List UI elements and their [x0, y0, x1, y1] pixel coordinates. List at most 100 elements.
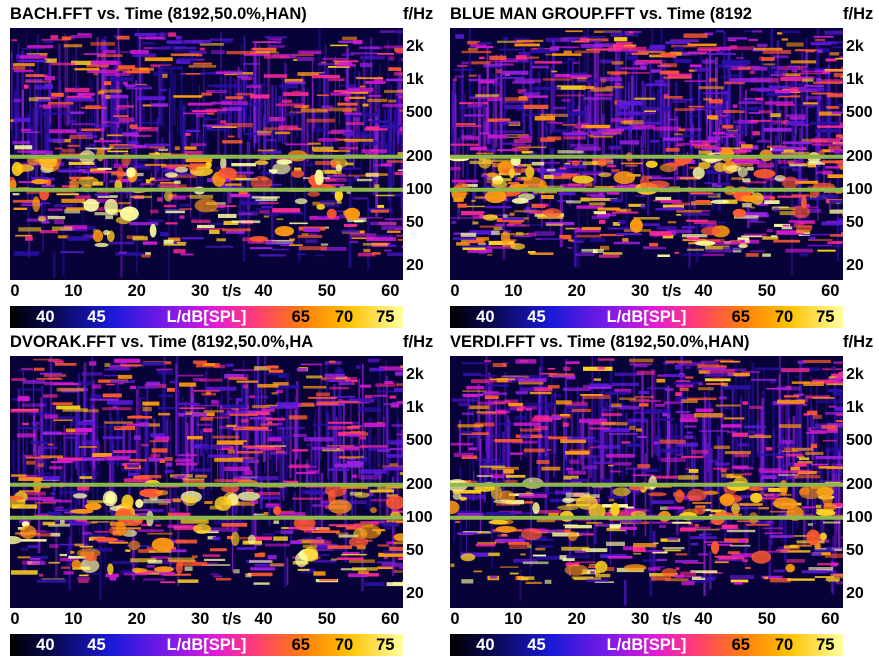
x-tick-label: 50: [757, 282, 777, 300]
y-tick-label: 500: [846, 104, 873, 122]
y-tick-label: 200: [406, 475, 433, 493]
colorbar-title: L/dB[SPL]: [606, 308, 687, 326]
colorbar-tick-label: 70: [774, 636, 794, 654]
y-tick-label: 1k: [406, 399, 424, 417]
x-tick-label: 30: [190, 282, 210, 300]
y-tick-label: 2k: [406, 38, 424, 56]
y-tick-label: 2k: [846, 366, 864, 384]
spectrogram-plot: [10, 356, 403, 608]
y-tick-label: 500: [406, 432, 433, 450]
y-tick-label: 20: [406, 257, 424, 275]
spectrogram-panel: VERDI.FFT vs. Time (8192,50.0%,HAN) f/Hz 2…: [440, 328, 879, 656]
y-axis-label: f/Hz: [403, 5, 434, 23]
y-tick-label: 500: [406, 104, 433, 122]
y-tick-label: 100: [846, 508, 873, 526]
y-tick-label: 50: [406, 213, 424, 231]
colorbar-tick-label: 75: [376, 636, 395, 654]
colorbar-tick-label: 75: [376, 308, 395, 326]
spectrogram-texture: [450, 28, 843, 275]
x-tick-label: 40: [254, 610, 273, 628]
x-tick-label: 10: [504, 610, 523, 628]
x-tick-label: 10: [504, 282, 523, 300]
x-tick-label: 30: [190, 610, 210, 628]
y-tick-label: 100: [846, 180, 873, 198]
colorbar-tick-label: 45: [87, 308, 106, 326]
spectrogram-svg: [450, 356, 843, 606]
colorbar-tick-label: 70: [334, 308, 354, 326]
chart-title: VERDI.FFT vs. Time (8192,50.0%,HAN): [450, 333, 750, 351]
x-tick-label: 0: [450, 610, 460, 628]
y-tick-label: 1k: [846, 71, 864, 89]
x-tick-label: 60: [821, 282, 840, 300]
colorbar-tick-label: 65: [291, 636, 310, 654]
x-tick-label: 0: [10, 610, 20, 628]
colorbar-tick-label: 75: [816, 308, 835, 326]
colorbar: L/dB[SPL] 40 45 65 70 75: [450, 306, 843, 328]
x-axis-label: t/s: [222, 282, 242, 300]
colorbar-gradient: [450, 306, 843, 328]
colorbar-tick-label: 70: [334, 636, 354, 654]
colorbar-tick-label: 45: [527, 308, 546, 326]
spectrogram-texture: [10, 28, 403, 280]
colorbar-tick-label: 70: [774, 308, 794, 326]
x-tick-label: 20: [127, 610, 146, 628]
y-tick-label: 50: [846, 541, 864, 559]
colorbar-title: L/dB[SPL]: [166, 308, 247, 326]
y-tick-label: 100: [406, 180, 433, 198]
x-tick-label: 0: [450, 282, 460, 300]
colorbar-gradient: [450, 634, 843, 656]
spectrogram-panel: DVORAK.FFT vs. Time (8192,50.0%,HA f/Hz 2k…: [0, 328, 439, 656]
spectrogram-svg: [450, 28, 843, 275]
y-tick-label: 500: [846, 432, 873, 450]
y-tick-label: 1k: [846, 399, 864, 417]
x-tick-label: 20: [567, 282, 586, 300]
colorbar: L/dB[SPL] 40 45 65 70 75: [450, 634, 843, 656]
y-tick-label: 100: [406, 508, 433, 526]
colorbar-tick-label: 40: [476, 636, 495, 654]
x-tick-label: 40: [254, 282, 273, 300]
spectrogram-panel: BACH.FFT vs. Time (8192,50.0%,HAN) f/Hz 2k…: [0, 0, 439, 328]
y-tick-label: 2k: [406, 366, 424, 384]
x-tick-label: 30: [630, 282, 650, 300]
x-tick-label: 40: [694, 610, 713, 628]
y-axis-label: f/Hz: [843, 333, 874, 351]
x-tick-label: 10: [64, 610, 83, 628]
x-tick-label: 50: [317, 610, 337, 628]
chart-title: BLUE MAN GROUP.FFT vs. Time (8192: [450, 5, 752, 23]
spectrogram-plot: [450, 28, 843, 280]
colorbar-tick-label: 40: [36, 308, 55, 326]
colorbar-tick-label: 65: [731, 308, 750, 326]
spectrogram-texture: [450, 356, 843, 606]
spectrogram-svg: [10, 356, 403, 600]
y-tick-label: 50: [846, 213, 864, 231]
colorbar-tick-label: 65: [291, 308, 310, 326]
spectrogram-texture: [10, 356, 403, 600]
colorbar-tick-label: 75: [816, 636, 835, 654]
colorbar-gradient: [10, 634, 403, 656]
colorbar-gradient: [10, 306, 403, 328]
colorbar: L/dB[SPL] 40 45 65 70 75: [10, 634, 403, 656]
x-axis-label: t/s: [662, 610, 682, 628]
colorbar-title: L/dB[SPL]: [166, 636, 247, 654]
chart-title: DVORAK.FFT vs. Time (8192,50.0%,HA: [10, 333, 314, 351]
x-tick-label: 60: [381, 282, 400, 300]
y-tick-label: 200: [846, 475, 873, 493]
x-tick-label: 10: [64, 282, 83, 300]
colorbar: L/dB[SPL] 40 45 65 70 75: [10, 306, 403, 328]
y-tick-label: 200: [846, 147, 873, 165]
spectrogram-plot: [10, 28, 403, 280]
x-tick-label: 60: [821, 610, 840, 628]
spectrogram-plot: [450, 356, 843, 608]
x-axis-label: t/s: [662, 282, 682, 300]
y-axis-label: f/Hz: [403, 333, 434, 351]
colorbar-tick-label: 40: [36, 636, 55, 654]
y-tick-label: 20: [846, 585, 864, 603]
x-tick-label: 50: [317, 282, 337, 300]
y-axis-label: f/Hz: [843, 5, 874, 23]
colorbar-tick-label: 65: [731, 636, 750, 654]
x-tick-label: 50: [757, 610, 777, 628]
x-tick-label: 30: [630, 610, 650, 628]
x-tick-label: 20: [567, 610, 586, 628]
spectrogram-svg: [10, 28, 403, 280]
x-tick-label: 20: [127, 282, 146, 300]
